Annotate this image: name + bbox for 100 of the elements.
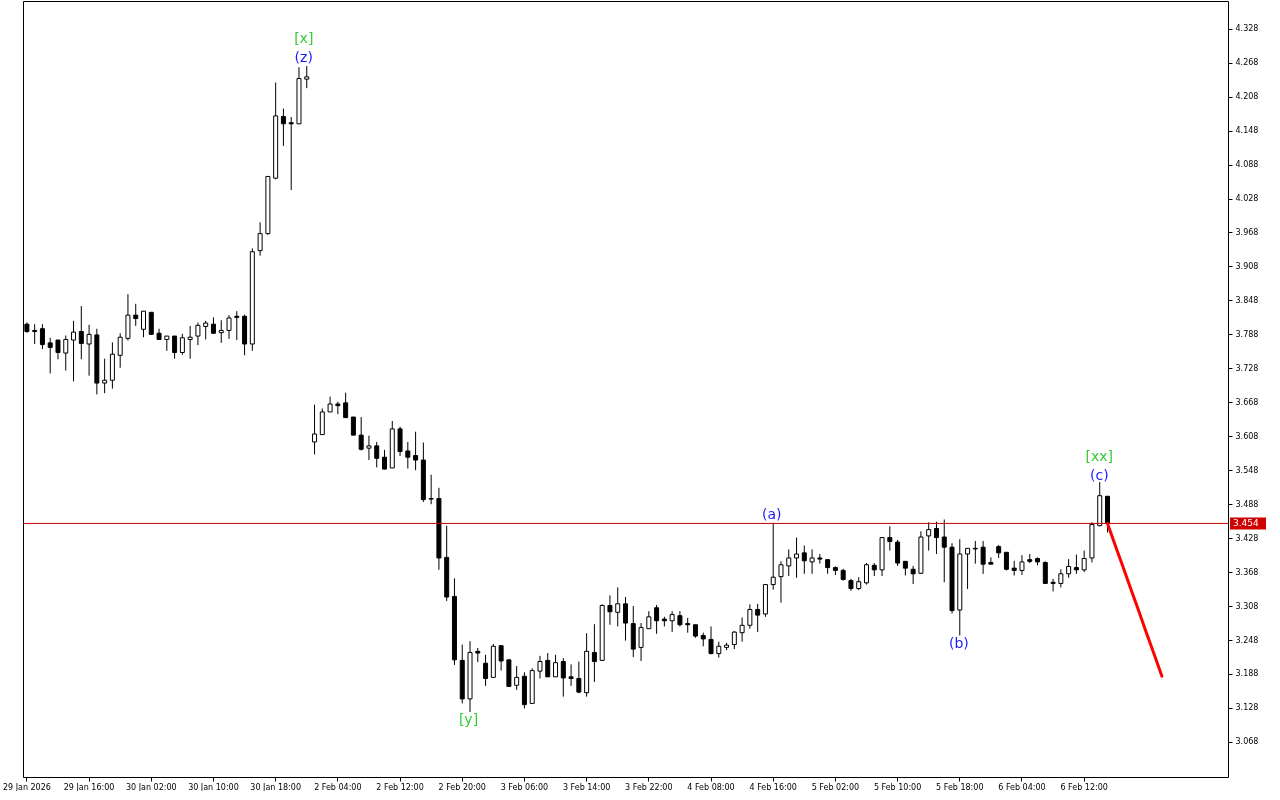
candlestick [708, 625, 714, 655]
candlestick [770, 522, 776, 591]
candlestick [591, 623, 597, 683]
candlestick [895, 539, 901, 567]
annotation: (b) [949, 635, 969, 652]
x-tick-label: 30 Jan 10:00 [188, 782, 239, 792]
candlestick [257, 221, 263, 257]
x-tick-label: 30 Jan 02:00 [125, 782, 177, 792]
candlestick [514, 665, 520, 691]
candlestick [428, 474, 434, 505]
candlestick [304, 65, 310, 89]
candlestick [498, 645, 504, 672]
candlestick [755, 603, 761, 633]
y-tick-label: 3.728 [1235, 363, 1259, 373]
y-tick-label: 3.128 [1235, 703, 1259, 713]
candlestick [537, 655, 543, 680]
candlestick [280, 108, 286, 147]
candlestick [413, 431, 419, 471]
y-tick-label: 3.428 [1235, 533, 1259, 543]
candlestick [607, 594, 613, 626]
candlestick [801, 545, 807, 575]
y-tick-label: 4.148 [1235, 126, 1259, 136]
x-tick-label: 6 Feb 12:00 [1060, 782, 1108, 792]
candlestick [1058, 568, 1064, 588]
candlestick [864, 562, 869, 586]
x-tick-label: 5 Feb 02:00 [811, 782, 860, 792]
ref-line-label: 3.454 [1233, 518, 1260, 529]
candlestick [71, 320, 77, 382]
candlestick [965, 547, 971, 590]
candlestick [1081, 550, 1087, 573]
y-tick-label: 3.848 [1235, 295, 1259, 305]
candlestick [358, 416, 364, 451]
y-tick-label: 4.208 [1235, 92, 1259, 102]
y-tick-label: 3.488 [1235, 499, 1259, 509]
candlestick [553, 654, 559, 678]
candlestick [172, 335, 178, 360]
candlestick [117, 332, 123, 369]
candlestick [576, 661, 582, 694]
candlestick [234, 310, 240, 341]
candlestick [343, 392, 349, 419]
candlestick [1066, 558, 1072, 579]
y-tick-label: 3.308 [1235, 601, 1259, 611]
candlestick [623, 596, 628, 642]
y-tick-label: 3.788 [1235, 329, 1259, 339]
candlestick [226, 314, 232, 340]
candlestick [366, 435, 372, 461]
candlestick [148, 311, 154, 335]
candlestick [125, 293, 131, 342]
x-tick-label: 4 Feb 08:00 [687, 782, 735, 792]
candlestick [312, 404, 318, 455]
candlestick [350, 416, 356, 436]
candlestick [1019, 554, 1025, 576]
y-tick-label: 3.908 [1235, 261, 1259, 271]
candlestick [972, 540, 978, 565]
candlestick [933, 521, 939, 555]
candlestick [747, 603, 753, 630]
candlestick [397, 426, 403, 457]
candlestick [1073, 554, 1079, 575]
candlestick [887, 525, 893, 552]
y-tick-label: 3.368 [1235, 567, 1259, 577]
candlestick [39, 323, 45, 350]
candlestick [988, 556, 994, 565]
candlestick [980, 540, 986, 575]
annotation: (a) [762, 506, 782, 523]
candlestick [374, 441, 380, 468]
candlestick [187, 325, 193, 360]
y-tick-label: 4.268 [1235, 58, 1259, 68]
annotation: [x] [294, 30, 314, 47]
y-tick-label: 4.028 [1235, 194, 1259, 204]
candlestick [794, 537, 800, 579]
x-tick-label: 4 Feb 16:00 [749, 782, 797, 792]
x-tick-label: 3 Feb 22:00 [625, 782, 673, 792]
candlestick [654, 604, 660, 635]
candlestick [335, 401, 341, 415]
candlestick [817, 553, 823, 565]
annotation: [y] [458, 711, 479, 728]
x-tick-label: 5 Feb 10:00 [873, 782, 922, 792]
x-tick-label: 29 Jan 2026 [2, 782, 51, 792]
candlestick [78, 305, 84, 360]
candlestick [86, 324, 92, 377]
x-tick-label: 29 Jan 16:00 [63, 782, 115, 792]
y-tick-label: 3.668 [1235, 397, 1259, 407]
y-tick-label: 3.608 [1235, 431, 1259, 441]
candlestick [319, 408, 325, 436]
candlestick [195, 321, 201, 346]
candlestick [179, 333, 185, 356]
candlestick [483, 654, 489, 687]
candlestick [615, 586, 621, 627]
candlestick [133, 303, 139, 327]
candlestick [63, 335, 69, 372]
candlestick [568, 663, 574, 687]
annotation: (z) [294, 48, 313, 65]
x-tick-label: 2 Feb 04:00 [314, 782, 362, 792]
x-tick-label: 2 Feb 12:00 [376, 782, 424, 792]
candlestick [288, 116, 294, 191]
candlestick [910, 565, 916, 585]
y-tick-label: 4.088 [1235, 160, 1259, 170]
candlestick [382, 449, 387, 470]
candlestick [141, 310, 146, 338]
candlestick [545, 652, 551, 678]
